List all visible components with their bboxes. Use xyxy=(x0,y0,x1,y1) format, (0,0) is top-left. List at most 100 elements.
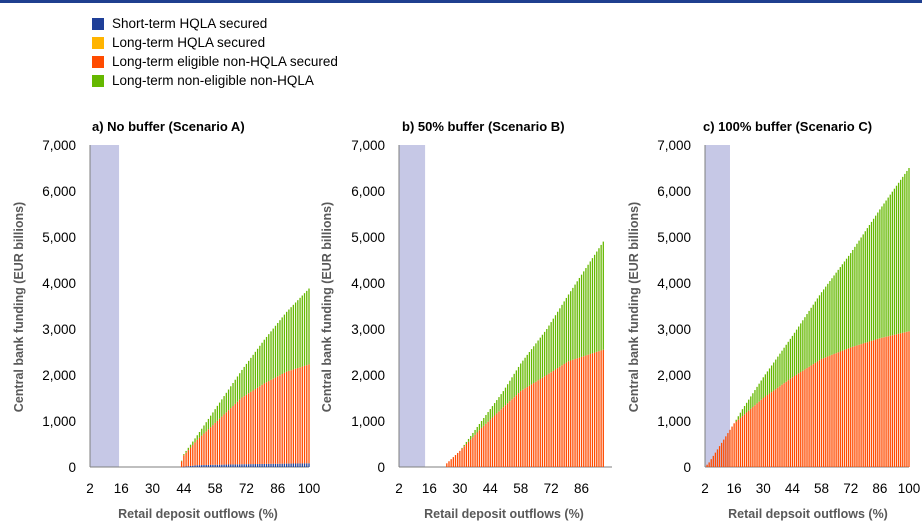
bar-segment xyxy=(259,463,261,467)
bar-segment xyxy=(748,410,750,467)
bar-segment xyxy=(868,341,871,467)
bar-segment xyxy=(733,423,735,467)
bar-segment xyxy=(234,403,236,465)
bar-segment xyxy=(252,464,254,467)
bar-segment xyxy=(467,438,470,442)
bar-segment xyxy=(862,234,864,344)
bar-segment xyxy=(554,315,557,370)
bar-segment xyxy=(565,297,568,363)
bar-segment xyxy=(194,442,196,466)
bar-segment xyxy=(192,444,194,466)
bar-segment xyxy=(489,419,491,467)
y-tick-label: 4,000 xyxy=(657,276,691,291)
bar-segment xyxy=(589,261,591,355)
bar-segment xyxy=(839,267,841,352)
bar-segment xyxy=(274,325,277,378)
bar-segment xyxy=(236,401,239,465)
bar-segment xyxy=(265,463,268,467)
bar-segment xyxy=(248,464,250,467)
bar-segment xyxy=(889,194,891,336)
legend-item-long-term-hqla: Long-term HQLA secured xyxy=(92,33,338,52)
bar-segment xyxy=(277,322,279,377)
bar-segment xyxy=(232,406,234,465)
bar-segment xyxy=(773,390,775,467)
bar-segment xyxy=(294,463,297,467)
bar-segment xyxy=(286,371,288,464)
bar-segment xyxy=(194,438,196,443)
bar-segment xyxy=(833,353,835,467)
bar-segment xyxy=(274,463,277,467)
bar-segment xyxy=(520,363,522,392)
bar-segment xyxy=(823,289,825,359)
bar-segment xyxy=(297,300,299,369)
bar-segment xyxy=(850,253,852,348)
bar-segment xyxy=(281,373,283,464)
bar-segment xyxy=(565,362,568,467)
bar-segment xyxy=(306,463,308,467)
bar-segment xyxy=(496,413,498,467)
panel-a-plot: 0 1,000 2,000 3,000 4,000 5,000 6,000 7,000 2 16 3… xyxy=(42,138,320,496)
bar-segment xyxy=(478,430,481,467)
bar-segment xyxy=(752,393,754,408)
bar-segment xyxy=(201,435,203,466)
bar-segment xyxy=(745,412,748,467)
bar-segment xyxy=(230,464,232,467)
bar-segment xyxy=(230,386,232,409)
bar-segment xyxy=(530,384,533,467)
bar-segment xyxy=(189,444,192,448)
bar-segment xyxy=(574,359,576,467)
bar-segment xyxy=(723,439,725,467)
bar-segment xyxy=(500,394,502,410)
y-tick-label: 0 xyxy=(683,460,691,475)
bar-segment xyxy=(563,301,565,364)
bar-segment xyxy=(187,466,189,467)
bar-segment xyxy=(535,343,537,382)
bar-segment xyxy=(537,340,539,381)
bar-segment xyxy=(891,335,893,467)
legend-label: Short-term HQLA secured xyxy=(112,16,268,31)
bar-segment xyxy=(839,351,841,467)
y-tick-label: 7,000 xyxy=(351,138,385,153)
bar-segment xyxy=(741,409,744,417)
bar-segment xyxy=(243,366,245,397)
bar-segment xyxy=(804,317,806,370)
bar-segment xyxy=(223,414,225,465)
bar-segment xyxy=(457,452,459,467)
bar-segment xyxy=(885,200,887,337)
bar-segment xyxy=(472,432,474,438)
bar-segment xyxy=(570,360,572,467)
bar-segment xyxy=(207,464,210,467)
bar-segment xyxy=(716,449,719,467)
bar-segment xyxy=(541,377,544,467)
bar-segment xyxy=(227,389,230,411)
bar-segment xyxy=(225,412,227,465)
bar-segment xyxy=(292,463,295,467)
bar-segment xyxy=(893,334,896,467)
bar-segment xyxy=(829,355,831,467)
x-tick-label: 2 xyxy=(701,481,709,496)
bar-segment xyxy=(777,387,779,467)
bar-segment xyxy=(263,339,265,384)
bar-segment xyxy=(764,374,767,397)
legend-item-short-term-hqla: Short-term HQLA secured xyxy=(92,14,338,33)
bar-segment xyxy=(760,380,762,400)
bar-segment xyxy=(539,379,541,467)
shaded-region xyxy=(705,145,730,467)
panel-b-plot: 0 1,000 2,000 3,000 4,000 5,000 6,000 7,000 2 16 3… xyxy=(351,138,612,496)
bar-segment xyxy=(212,412,214,426)
bar-segment xyxy=(250,391,252,465)
bar-segment xyxy=(192,465,194,467)
bar-segment xyxy=(513,397,515,467)
bar-segment xyxy=(866,342,869,467)
bar-segment xyxy=(800,372,802,467)
bar-segment xyxy=(489,409,491,420)
bar-segment xyxy=(875,215,877,340)
bar-segment xyxy=(587,354,589,467)
bar-segment xyxy=(306,365,308,464)
bar-segment xyxy=(739,417,742,467)
bar-segment xyxy=(256,348,259,388)
bar-segment xyxy=(708,462,710,467)
bar-segment xyxy=(288,309,290,371)
bar-segment xyxy=(818,360,821,467)
bar-segment xyxy=(567,294,570,362)
